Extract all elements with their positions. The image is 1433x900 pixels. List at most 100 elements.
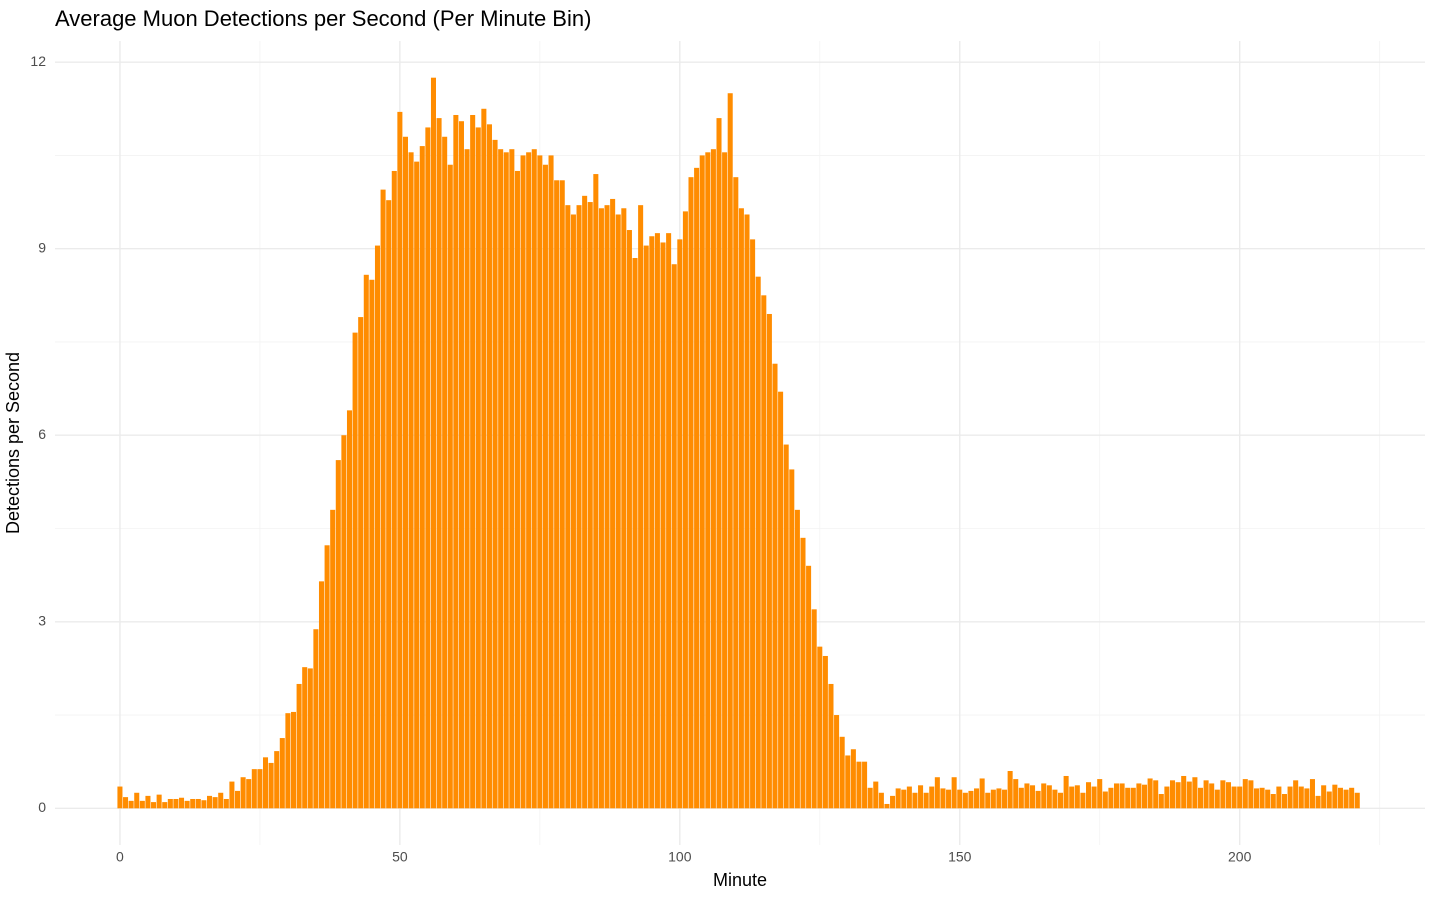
bar [878, 792, 884, 809]
bar [1259, 787, 1265, 809]
bar [974, 788, 980, 809]
bar [610, 198, 616, 809]
bar [1136, 783, 1142, 809]
bar [1141, 784, 1148, 809]
bar [184, 800, 190, 809]
bar [274, 751, 280, 809]
bar [548, 155, 554, 809]
bar [520, 155, 526, 809]
bar [1035, 790, 1041, 809]
bar [649, 236, 655, 809]
bar [1125, 787, 1131, 809]
bar [162, 802, 168, 809]
bar [1002, 789, 1008, 809]
bar [1102, 791, 1108, 809]
bar [839, 736, 845, 809]
bar [285, 713, 291, 809]
bar [514, 170, 520, 809]
x-tick-label: 50 [392, 849, 408, 865]
x-tick-label: 150 [948, 849, 972, 865]
bar [134, 792, 140, 809]
bar [1024, 783, 1030, 809]
bar [593, 174, 599, 809]
bar [845, 755, 851, 809]
bar [481, 108, 487, 809]
bar [710, 149, 716, 809]
bar [789, 469, 795, 809]
bar [699, 155, 705, 809]
bar [229, 781, 235, 809]
bar [1013, 779, 1019, 809]
bar [1332, 784, 1338, 809]
bar [123, 797, 129, 809]
bar [1349, 787, 1355, 809]
bar [128, 800, 134, 809]
bar [1304, 788, 1310, 809]
bar [1091, 786, 1097, 809]
bar [1169, 780, 1176, 809]
bar [352, 332, 358, 809]
bar [990, 789, 996, 809]
bar [806, 565, 812, 809]
bar [1321, 785, 1327, 809]
bar [705, 152, 711, 809]
bar [430, 77, 436, 809]
x-tick-label: 200 [1228, 849, 1252, 865]
bar [1018, 787, 1024, 809]
bar [850, 749, 856, 809]
bar [1287, 786, 1293, 809]
y-tick-label: 6 [38, 426, 46, 442]
bar [1248, 780, 1254, 809]
bar [1354, 792, 1360, 809]
bar [1080, 792, 1086, 809]
bar [660, 242, 666, 809]
bar [738, 208, 744, 809]
bar [755, 276, 761, 809]
bar [414, 161, 420, 809]
bar [727, 93, 733, 809]
bar [918, 785, 924, 809]
bar [1052, 789, 1058, 809]
bar [682, 211, 688, 809]
bar [1164, 786, 1170, 809]
bar [1158, 794, 1164, 809]
bar [688, 177, 694, 809]
bar [380, 189, 386, 809]
bar [733, 177, 739, 809]
bar [464, 149, 470, 809]
bar [996, 788, 1002, 809]
bar [117, 786, 123, 809]
bar [201, 800, 207, 809]
y-tick-label: 9 [38, 239, 46, 255]
bar [498, 149, 504, 809]
bar [946, 789, 952, 809]
bar [195, 798, 201, 809]
bar [1343, 789, 1349, 809]
bar [1231, 786, 1237, 809]
bar [335, 460, 341, 809]
bar [643, 245, 649, 809]
bar [671, 264, 677, 809]
bar [1309, 779, 1315, 809]
bar [324, 545, 330, 809]
bar [862, 761, 868, 809]
bar [374, 245, 381, 809]
bar [565, 205, 571, 809]
bar [369, 279, 375, 809]
bar [834, 715, 840, 809]
bar [1153, 780, 1159, 809]
bar [632, 258, 638, 809]
bar [262, 757, 269, 809]
bar [1281, 794, 1287, 809]
chart-title: Average Muon Detections per Second (Per … [55, 6, 591, 31]
bar [587, 202, 593, 809]
bar [582, 195, 588, 809]
bar [638, 205, 644, 809]
bar [940, 788, 946, 809]
bar [1007, 771, 1013, 809]
bar [1337, 787, 1343, 809]
bar [251, 769, 257, 809]
bar [453, 114, 459, 809]
bar [145, 795, 151, 809]
